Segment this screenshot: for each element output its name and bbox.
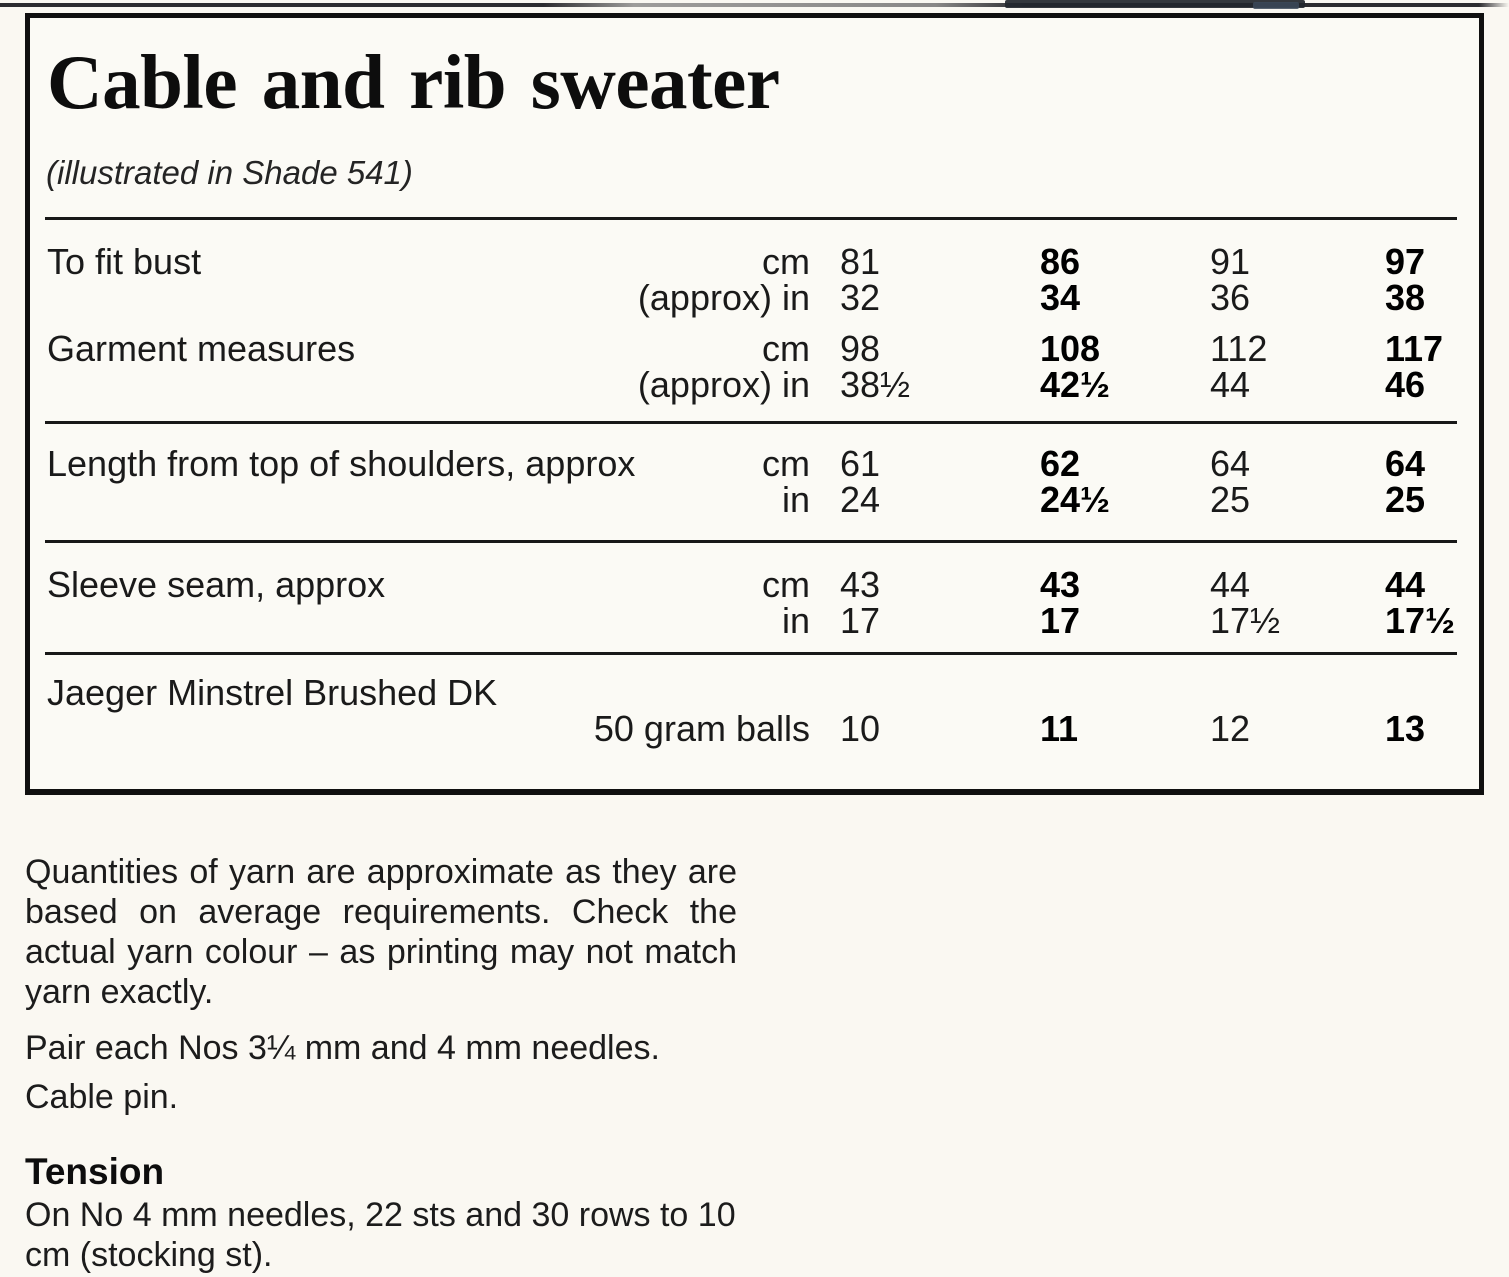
unit-label: (approx) in (637, 363, 810, 405)
size-value: 12 (1210, 707, 1251, 749)
size-value: 42½ (1040, 363, 1111, 405)
unit-label: in (781, 599, 810, 641)
size-value: 25 (1210, 478, 1251, 520)
size-value: 64 (1210, 442, 1251, 484)
size-value: 61 (840, 442, 881, 484)
size-value: 117 (1385, 327, 1444, 369)
table-row: To fit bust cm 81 86 91 97 (45, 240, 1457, 282)
row-label: Length from top of shoulders, approx (47, 442, 636, 484)
row-label (45, 603, 565, 639)
unit-label: cm (762, 240, 810, 282)
size-value: 62 (1040, 442, 1081, 484)
size-value: 17½ (1385, 599, 1456, 641)
size-value: 43 (1040, 563, 1081, 605)
divider (45, 651, 1457, 655)
unit-label: cm (762, 327, 810, 369)
page-subtitle: (illustrated in Shade 541) (46, 153, 413, 191)
scan-artifact-blue-mark (1253, 2, 1299, 9)
size-value: 13 (1385, 707, 1426, 749)
section-bust-garment: To fit bust cm 81 86 91 97 (approx) in 3… (45, 220, 1457, 421)
size-value: 24 (840, 478, 881, 520)
size-value: 38 (1385, 276, 1426, 318)
table-row: (approx) in 32 34 36 38 (45, 276, 1457, 318)
page-title: Cable and rib sweater (47, 39, 780, 125)
cable-pin-note: Cable pin. (25, 1078, 179, 1116)
table-row: in 24 24½ 25 25 (45, 478, 1457, 520)
table-row: Garment measures cm 98 108 112 117 (45, 327, 1457, 369)
size-value: 64 (1385, 442, 1426, 484)
table-row: Sleeve seam, approx cm 43 43 44 44 (45, 563, 1457, 605)
tension-body: On No 4 mm needles, 22 sts and 30 rows t… (25, 1196, 736, 1274)
table-row: in 17 17 17½ 17½ (45, 599, 1457, 641)
divider (45, 539, 1457, 543)
row-label: To fit bust (47, 240, 202, 282)
section-yarn: Jaeger Minstrel Brushed DK 50 gram balls… (45, 655, 1457, 747)
yarn-name: Jaeger Minstrel Brushed DK (47, 671, 498, 713)
section-length: Length from top of shoulders, approx cm … (45, 424, 1457, 540)
size-value: 86 (1040, 240, 1081, 282)
unit-label: cm (762, 563, 810, 605)
unit-label: (approx) in (637, 276, 810, 318)
needles-note: Pair each Nos 3¼ mm and 4 mm needles. (25, 1029, 660, 1067)
size-value: 43 (840, 563, 881, 605)
size-value: 38½ (840, 363, 911, 405)
unit-label: cm (762, 442, 810, 484)
row-label: Garment measures (47, 327, 356, 369)
table-row: (approx) in 38½ 42½ 44 46 (45, 363, 1457, 405)
yarn-quantities-note: Quantities of yarn are approximate as th… (25, 853, 737, 1011)
size-value: 36 (1210, 276, 1251, 318)
section-sleeve: Sleeve seam, approx cm 43 43 44 44 in 17… (45, 543, 1457, 652)
tension-heading: Tension (25, 1151, 165, 1192)
size-value: 17½ (1210, 599, 1281, 641)
row-label (45, 482, 565, 518)
size-value: 108 (1040, 327, 1101, 369)
size-value: 44 (1385, 563, 1426, 605)
size-value: 10 (840, 707, 881, 749)
unit-label: 50 gram balls (593, 707, 810, 749)
size-value: 32 (840, 276, 881, 318)
size-value: 44 (1210, 563, 1251, 605)
row-label (45, 280, 565, 316)
size-value: 24½ (1040, 478, 1111, 520)
size-value: 98 (840, 327, 881, 369)
size-value: 34 (1040, 276, 1081, 318)
size-value: 11 (1040, 707, 1079, 749)
scan-artifact-blob (1005, 0, 1305, 8)
size-value: 46 (1385, 363, 1426, 405)
divider (45, 216, 1457, 220)
size-value: 97 (1385, 240, 1426, 282)
row-label: Sleeve seam, approx (47, 563, 386, 605)
divider (45, 420, 1457, 424)
size-value: 91 (1210, 240, 1251, 282)
size-value: 17 (1040, 599, 1081, 641)
size-table-box: Cable and rib sweater (illustrated in Sh… (25, 13, 1484, 795)
unit-label: in (781, 478, 810, 520)
notes-block: Quantities of yarn are approximate as th… (25, 852, 737, 1275)
size-value: 44 (1210, 363, 1251, 405)
row-label (45, 367, 565, 403)
table-row: 50 gram balls 10 11 12 13 (45, 707, 1457, 749)
table-row: Length from top of shoulders, approx cm … (45, 442, 1457, 484)
size-value: 25 (1385, 478, 1426, 520)
size-value: 17 (840, 599, 881, 641)
scan-artifact-top-line (0, 3, 1509, 7)
size-value: 112 (1210, 327, 1268, 369)
size-value: 81 (840, 240, 881, 282)
